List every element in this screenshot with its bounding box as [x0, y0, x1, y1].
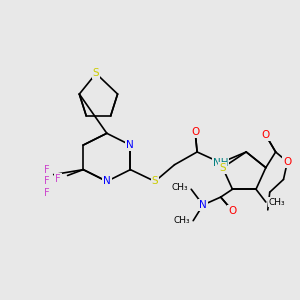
Text: S: S: [152, 176, 158, 186]
Text: CH₃: CH₃: [174, 216, 190, 225]
Text: O: O: [191, 127, 199, 137]
Text: N: N: [103, 176, 111, 186]
Text: F: F: [44, 165, 50, 175]
Text: CH₃: CH₃: [172, 183, 188, 192]
Text: F: F: [55, 174, 61, 184]
Text: N: N: [127, 140, 134, 150]
Text: CH₃: CH₃: [269, 197, 285, 206]
Text: O: O: [228, 206, 237, 216]
Text: N: N: [199, 200, 207, 210]
Text: O: O: [283, 157, 292, 167]
Text: S: S: [93, 68, 99, 78]
Text: F: F: [44, 176, 50, 186]
Text: F: F: [44, 188, 50, 198]
Text: O: O: [262, 130, 270, 140]
Text: NH: NH: [213, 158, 228, 168]
Text: S: S: [219, 163, 226, 173]
